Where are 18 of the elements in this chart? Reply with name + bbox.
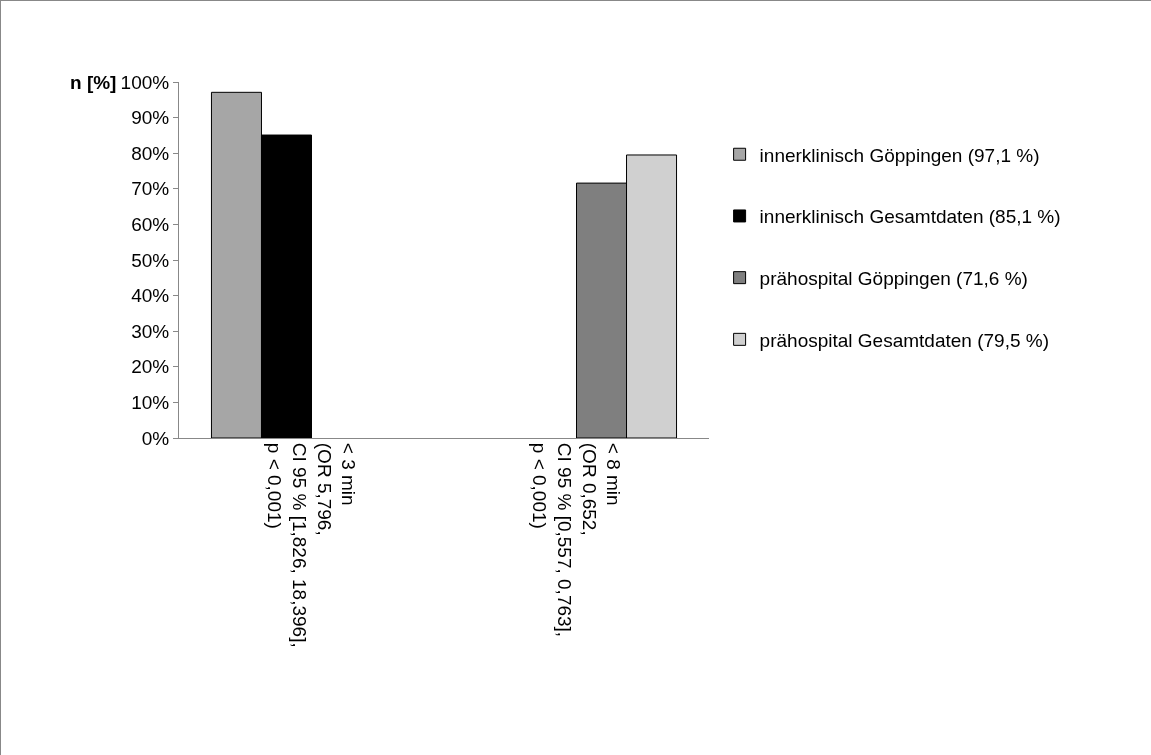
y-tick-label: 0% xyxy=(141,427,170,449)
legend-label: prähospital Gesamtdaten (79,5 %) xyxy=(759,329,1049,351)
y-tick-label: 80% xyxy=(131,142,170,164)
x-tick-label: < 8 min (OR 0,652, CI 95 % [0,557, 0,763], p < 0,001) xyxy=(529,442,625,638)
y-tick-label: 60% xyxy=(131,214,170,236)
y-axis-title: n [%] xyxy=(70,72,117,93)
y-tick-label: 20% xyxy=(131,356,170,378)
y-tick-label: 50% xyxy=(131,249,170,271)
y-tick-label: 10% xyxy=(131,392,170,414)
y-tick-label: 70% xyxy=(131,178,170,200)
y-tick-label: 90% xyxy=(131,107,170,129)
y-tick-label: 30% xyxy=(131,320,170,342)
legend-label: prähospital Göppingen (71,6 %) xyxy=(759,268,1028,290)
legend-label: innerklinisch Göppingen (97,1 %) xyxy=(759,144,1040,166)
x-tick-label: < 3 min (OR 5,796, CI 95 % [1,826, 18,396], p < 0,001) xyxy=(264,442,360,648)
y-tick-label: 40% xyxy=(131,285,170,307)
legend-label: innerklinisch Gesamtdaten (85,1 %) xyxy=(759,206,1061,228)
y-tick-label: 100% xyxy=(120,71,170,93)
